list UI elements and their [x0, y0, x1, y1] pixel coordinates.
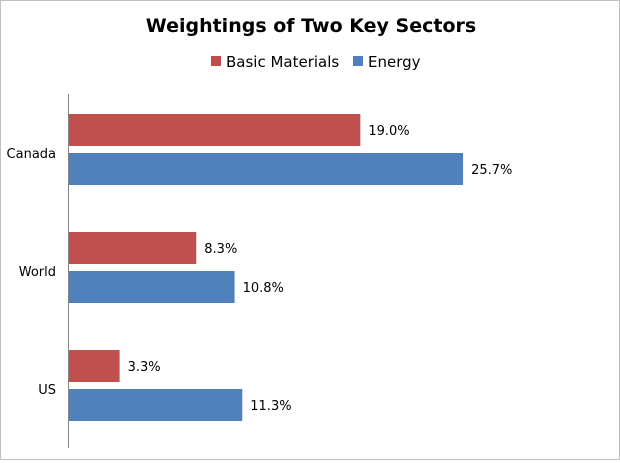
category-label-world: World	[19, 265, 56, 280]
legend-swatch-energy	[353, 56, 363, 66]
value-label-canada-energy: 25.7%	[471, 163, 512, 178]
value-label-canada-basic-materials: 19.0%	[368, 124, 409, 139]
legend-label-energy: Energy	[368, 53, 421, 71]
legend-swatch-basic-materials	[211, 56, 221, 66]
legend-label-basic-materials: Basic Materials	[226, 53, 339, 71]
value-label-world-basic-materials: 8.3%	[204, 242, 237, 257]
value-label-us-basic-materials: 3.3%	[128, 360, 161, 375]
value-label-us-energy: 11.3%	[250, 399, 291, 414]
value-labels: 19.0% 25.7% 8.3% 10.8% 3.3% 11.3%	[128, 124, 513, 414]
value-label-world-energy: 10.8%	[243, 281, 284, 296]
bar-canada-energy	[69, 153, 464, 185]
bar-us-basic-materials	[69, 350, 120, 382]
bar-us-energy	[69, 389, 243, 421]
category-label-us: US	[38, 383, 56, 398]
legend: Basic Materials Energy	[211, 53, 421, 71]
bar-world-basic-materials	[69, 232, 197, 264]
chart-title: Weightings of Two Key Sectors	[146, 15, 476, 37]
category-labels: Canada World US	[7, 147, 56, 398]
category-label-canada: Canada	[7, 147, 56, 162]
bar-canada-basic-materials	[69, 114, 361, 146]
bars	[69, 114, 464, 421]
bar-world-energy	[69, 271, 235, 303]
